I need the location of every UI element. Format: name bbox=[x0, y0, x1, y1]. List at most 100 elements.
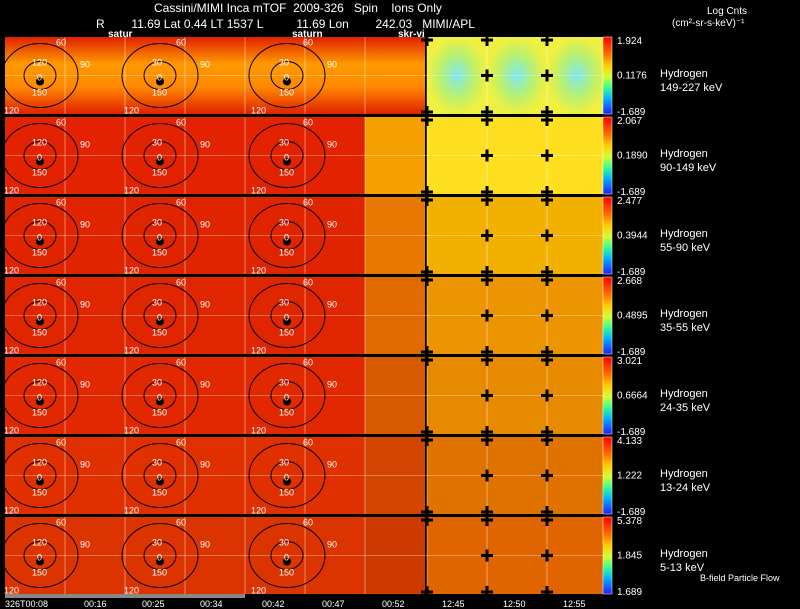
contour-label: 90 bbox=[80, 300, 90, 310]
contour-ring bbox=[270, 61, 304, 90]
contour-ring bbox=[1, 283, 79, 348]
contour-label: 120 bbox=[32, 458, 47, 468]
bfield-cross bbox=[541, 586, 553, 598]
energy-label: 13-24 keV bbox=[660, 482, 711, 494]
bfield-cross bbox=[481, 114, 493, 126]
contour-label: 60 bbox=[56, 118, 66, 128]
contour-label: 120 bbox=[4, 426, 19, 436]
colorbar-frame bbox=[602, 516, 613, 595]
contour-ring bbox=[143, 61, 177, 90]
energy-label: 24-35 keV bbox=[660, 402, 711, 414]
contour-label: 90 bbox=[80, 140, 90, 150]
contour-ring bbox=[121, 363, 199, 428]
time-tick-label: 00:42 bbox=[262, 599, 285, 609]
saturn-marker bbox=[36, 237, 44, 246]
time-tick-label: 326T00:08 bbox=[5, 599, 48, 609]
contour-ring bbox=[1, 123, 79, 188]
contour-label: 0 bbox=[284, 313, 289, 323]
units-formula: (cm²-sr-s-keV)⁻¹ bbox=[672, 18, 745, 29]
contour-label: 60 bbox=[303, 518, 313, 528]
species-label: Hydrogen bbox=[660, 308, 708, 320]
contour-label: 120 bbox=[4, 506, 19, 516]
bfield-cross bbox=[421, 586, 433, 598]
contour-label: 0 bbox=[157, 233, 162, 243]
contour-label: 0 bbox=[284, 553, 289, 563]
bfield-cross bbox=[481, 549, 493, 562]
energy-label: 90-149 keV bbox=[660, 162, 717, 174]
bfield-cross bbox=[481, 514, 493, 526]
contour-label: 30 bbox=[152, 138, 162, 148]
contour-label: 30 bbox=[279, 298, 289, 308]
contour-label: 60 bbox=[303, 278, 313, 288]
contour-label: 90 bbox=[200, 460, 210, 470]
contour-label: 0 bbox=[37, 393, 42, 403]
contour-label: 60 bbox=[176, 198, 186, 208]
colorbar-mid-label: 1.222 bbox=[617, 471, 642, 482]
contour-ring bbox=[270, 141, 304, 170]
contour-ring bbox=[121, 43, 199, 108]
contour-ring bbox=[1, 523, 79, 588]
contour-label: 120 bbox=[32, 138, 47, 148]
contour-ring bbox=[23, 461, 57, 490]
species-label: Hydrogen bbox=[660, 68, 708, 80]
contour-label: 60 bbox=[303, 358, 313, 368]
contour-label: 30 bbox=[152, 458, 162, 468]
contour-label: 90 bbox=[200, 220, 210, 230]
bfield-cross bbox=[541, 549, 553, 562]
units-label: Log Cnts bbox=[707, 6, 748, 17]
colorbar-mid-label: 0.3944 bbox=[617, 231, 648, 242]
contour-label: 30 bbox=[279, 58, 289, 68]
time-tick-label: 00:47 bbox=[322, 599, 345, 609]
energy-label: 35-55 keV bbox=[660, 322, 711, 334]
contour-label: 150 bbox=[32, 248, 47, 258]
contour-ring bbox=[121, 283, 199, 348]
contour-label: 120 bbox=[4, 186, 19, 196]
time-tick-label: 00:34 bbox=[200, 599, 223, 609]
bfield-cross bbox=[481, 586, 493, 598]
contour-label: 120 bbox=[32, 298, 47, 308]
contour-label: 30 bbox=[279, 378, 289, 388]
contour-ring bbox=[23, 221, 57, 250]
contour-ring bbox=[23, 381, 57, 410]
energy-row: 0 120 150 90 120 60 0 30 150 90 120 60 0 30 150 90 120 60… bbox=[1, 194, 711, 278]
contour-label: 0 bbox=[37, 233, 42, 243]
contour-label: 60 bbox=[303, 118, 313, 128]
saturn-tag-1: satur bbox=[108, 29, 133, 40]
saturn-marker bbox=[156, 477, 164, 486]
contour-label: 90 bbox=[200, 140, 210, 150]
contour-label: 30 bbox=[279, 138, 289, 148]
bfield-cross bbox=[541, 309, 553, 322]
colorbar-frame bbox=[602, 196, 613, 275]
contour-label: 120 bbox=[4, 346, 19, 356]
contour-label: 30 bbox=[152, 538, 162, 548]
bfield-cross bbox=[541, 274, 553, 286]
colorbar-mid-label: 0.1890 bbox=[617, 151, 648, 162]
bfield-cross bbox=[481, 309, 493, 322]
bfield-cross bbox=[541, 514, 553, 526]
contour-label: 0 bbox=[157, 553, 162, 563]
contour-label: 150 bbox=[279, 248, 294, 258]
saturn-marker bbox=[283, 317, 291, 326]
contour-ring bbox=[143, 301, 177, 330]
contour-label: 60 bbox=[303, 438, 313, 448]
saturn-marker bbox=[283, 557, 291, 566]
bfield-cross bbox=[481, 69, 493, 82]
contour-ring bbox=[1, 43, 79, 108]
contour-label: 0 bbox=[284, 233, 289, 243]
saturn-marker bbox=[156, 317, 164, 326]
contour-label: 0 bbox=[37, 73, 42, 83]
contour-ring bbox=[270, 461, 304, 490]
contour-label: 120 bbox=[124, 266, 139, 276]
bfield-cross bbox=[541, 149, 553, 162]
contour-label: 90 bbox=[327, 140, 337, 150]
contour-label: 120 bbox=[32, 58, 47, 68]
contour-ring bbox=[248, 283, 326, 348]
colorbar-mid-label: 1.845 bbox=[617, 551, 642, 562]
contour-label: 60 bbox=[303, 198, 313, 208]
time-tick-label: 00:25 bbox=[142, 599, 165, 609]
contour-label: 60 bbox=[56, 278, 66, 288]
contour-ring bbox=[248, 443, 326, 508]
contour-label: 120 bbox=[251, 186, 266, 196]
colorbar bbox=[603, 517, 612, 594]
orbit-info: R 11.69 Lat 0.44 LT 1537 L 11.69 Lon 242… bbox=[96, 17, 475, 31]
